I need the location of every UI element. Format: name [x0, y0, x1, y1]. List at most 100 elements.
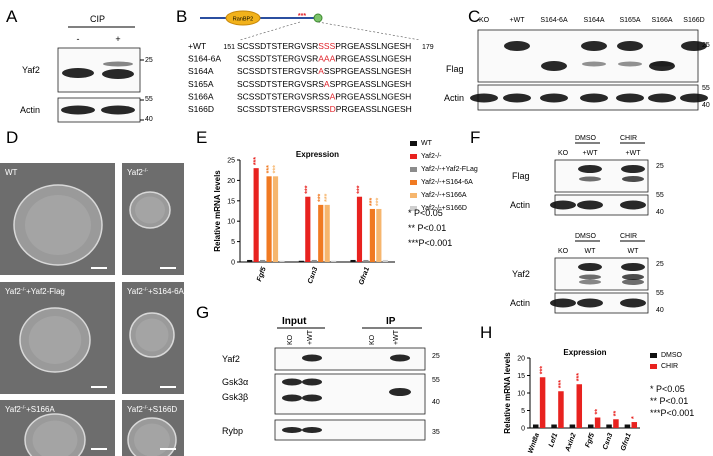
- sequence: SCSSDTSTERGVSRASSPRGEASSLNGESH: [237, 66, 411, 76]
- bar: [318, 204, 324, 262]
- bar: [363, 259, 369, 262]
- bar: [266, 176, 272, 262]
- y-axis-label: Relative mRNA levels: [213, 170, 222, 252]
- colony-core: [25, 195, 91, 255]
- terminus: [313, 13, 323, 23]
- legend-swatch: [410, 154, 417, 159]
- bar: [551, 424, 557, 428]
- panel-label: E: [196, 128, 207, 147]
- blot-band: [622, 279, 644, 285]
- label: Gsk3α: [222, 377, 248, 387]
- note: ***P<0.001: [650, 408, 694, 418]
- label: 55: [145, 96, 153, 103]
- blot-band: [470, 93, 498, 103]
- bar: [606, 424, 612, 428]
- blot-band: [649, 61, 675, 71]
- scale-bar: [160, 267, 176, 269]
- significance: ***: [318, 193, 325, 201]
- panel-label: A: [6, 7, 18, 26]
- label: RanBP2: [233, 17, 254, 23]
- seq-part: SCSSDTSTERGVSRSS: [237, 104, 330, 114]
- blot-band: [389, 388, 411, 396]
- legend-swatch: [650, 364, 657, 369]
- note: ** P<0.01: [650, 396, 688, 406]
- domain: [225, 10, 261, 26]
- colony-core: [28, 316, 82, 364]
- blot-band: [302, 394, 322, 402]
- significance: ***: [305, 185, 312, 193]
- bar: [613, 419, 619, 428]
- seq-part: SCSSDTSTERGVSRSS: [237, 91, 330, 101]
- blot-band: [620, 200, 646, 210]
- label: Yaf2: [512, 269, 530, 279]
- label: 35: [432, 429, 440, 436]
- image-label: Yaf2-/-+S166A: [5, 405, 55, 414]
- significance: ***: [576, 373, 583, 381]
- label: WT: [585, 248, 597, 255]
- bar: [539, 377, 546, 428]
- note: ** P<0.01: [408, 223, 446, 233]
- label: Rybp: [222, 426, 243, 436]
- label: S166A: [651, 17, 672, 24]
- blot-band: [579, 176, 601, 182]
- bar: [324, 204, 330, 262]
- blot-band: [578, 165, 602, 173]
- label: 40: [702, 102, 710, 109]
- significance: ***: [539, 366, 546, 374]
- label-part: -/-: [143, 287, 148, 293]
- bar: [369, 208, 375, 262]
- label: Flag: [512, 171, 530, 181]
- blot-band: [621, 165, 645, 173]
- label: +WT: [510, 17, 526, 24]
- bar: [279, 260, 285, 262]
- legend-label: Yaf2-/-+Yaf2-FLag: [421, 166, 478, 173]
- label: S165A: [188, 79, 214, 89]
- label: 25: [432, 353, 440, 360]
- seq-part: PRGEASSLNGESH: [336, 104, 412, 114]
- scale-bar: [91, 448, 107, 450]
- label-part: -/-: [143, 405, 148, 411]
- label: WT: [628, 248, 640, 255]
- label: +: [115, 34, 120, 44]
- seq-part: SPRGEASSLNGESH: [330, 79, 412, 89]
- scale-bar: [160, 386, 176, 388]
- label: Gsk3β: [222, 392, 248, 402]
- blot-band: [579, 279, 601, 285]
- bar: [376, 208, 382, 262]
- blot-band: [648, 93, 676, 103]
- blot-band: [577, 298, 603, 308]
- y-tick-label: 10: [227, 219, 235, 226]
- significance: ***: [356, 185, 363, 193]
- label-part: -/-: [143, 168, 148, 174]
- legend-label: Yaf2-/-+S166D: [421, 205, 467, 212]
- y-tick-label: 25: [227, 158, 235, 165]
- label: Actin: [20, 105, 40, 115]
- label: KO: [558, 150, 569, 157]
- image-label: Yaf2-/-+Yaf2-Flag: [5, 287, 65, 296]
- blot-frame: [477, 29, 699, 83]
- y-tick-label: 20: [227, 178, 235, 185]
- label-part: Yaf2: [127, 168, 143, 177]
- blot-band: [550, 298, 576, 308]
- label-part: Yaf2: [127, 287, 143, 296]
- significance: ***: [272, 165, 279, 173]
- blot-band: [577, 200, 603, 210]
- label: S165A: [619, 17, 640, 24]
- colony-core: [135, 196, 165, 224]
- label: 40: [656, 307, 664, 314]
- label: S164A: [583, 17, 604, 24]
- panel-label: F: [470, 128, 480, 147]
- significance: ***: [266, 165, 273, 173]
- sequence: SCSSDTSTERGVSRAAAPRGEASSLNGESH: [237, 54, 411, 64]
- bar: [253, 168, 259, 262]
- x-tick-label: Gfra1: [358, 266, 371, 286]
- seq-mutation: A: [324, 79, 330, 89]
- legend-swatch: [410, 193, 417, 198]
- chart-title: Expression: [296, 150, 339, 159]
- bar: [624, 424, 631, 428]
- y-tick-label: 0: [521, 426, 525, 433]
- blot-band: [390, 354, 410, 362]
- blot-band: [616, 93, 644, 103]
- bar: [576, 384, 583, 428]
- significance: ***: [324, 193, 331, 201]
